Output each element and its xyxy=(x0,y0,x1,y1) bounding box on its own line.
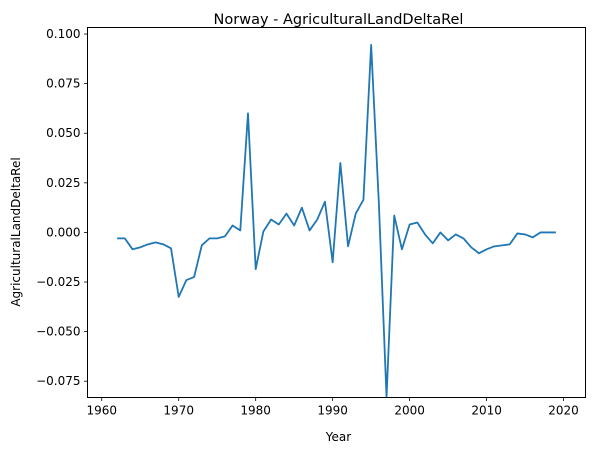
x-tick-label: 2000 xyxy=(394,404,425,418)
plot-area-frame xyxy=(87,27,586,398)
x-tick-label: 1990 xyxy=(317,404,348,418)
y-tick-label: 0.000 xyxy=(46,225,80,239)
y-tick-label: −0.050 xyxy=(36,325,80,339)
y-tick-label: 0.050 xyxy=(46,126,80,140)
y-tick-label: 0.075 xyxy=(46,77,80,91)
x-tick-label: 1970 xyxy=(163,404,194,418)
x-tick-label: 1960 xyxy=(86,404,117,418)
y-tick-label: −0.025 xyxy=(36,275,80,289)
x-axis-ticks: 1960 1970 1980 1990 2000 2010 2020 xyxy=(86,397,579,418)
series-line xyxy=(117,44,556,398)
chart-title: Norway - AgriculturalLandDeltaRel xyxy=(214,12,464,28)
y-axis-title: AgriculturalLandDeltaRel xyxy=(9,157,23,306)
x-tick-label: 2010 xyxy=(471,404,502,418)
y-axis-ticks: −0.075 −0.050 −0.025 0.000 0.025 0.050 0.075 0.… xyxy=(36,27,88,388)
y-tick-label: −0.075 xyxy=(36,374,80,388)
x-tick-label: 1980 xyxy=(240,404,271,418)
y-tick-label: 0.025 xyxy=(46,176,80,190)
y-tick-label: 0.100 xyxy=(46,27,80,41)
x-tick-label: 2020 xyxy=(548,404,579,418)
x-axis-title: Year xyxy=(325,430,351,444)
